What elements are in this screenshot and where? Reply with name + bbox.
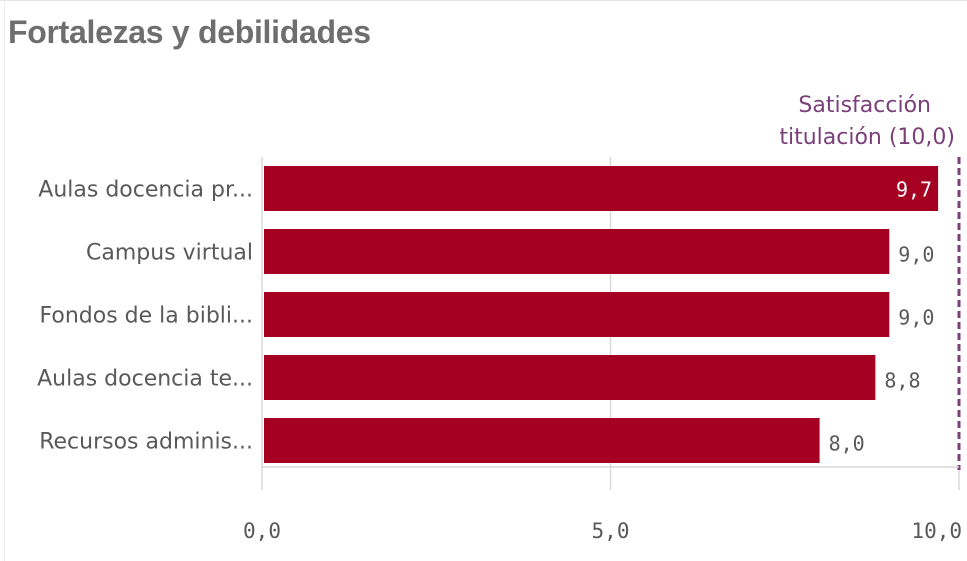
category-label: Campus virtual	[86, 241, 253, 266]
x-tick-label: 10,0	[911, 519, 962, 543]
labels: Aulas docencia pr... 9,7 Campus virtual 9,0…	[37, 178, 934, 456]
data-label: 9,0	[898, 306, 934, 330]
bar	[264, 166, 939, 211]
reference-line-label: Satisfacción	[798, 93, 931, 118]
data-label: 9,7	[896, 178, 932, 202]
data-label: 9,0	[898, 243, 934, 267]
data-label: 8,0	[829, 432, 865, 456]
data-label: 8,8	[884, 369, 920, 393]
chart-title: Fortalezas y debilidades	[8, 14, 371, 50]
category-label: Recursos adminis...	[39, 430, 253, 455]
bar	[264, 355, 876, 400]
bars	[264, 166, 939, 463]
bar	[264, 418, 820, 463]
x-tick-label: 0,0	[243, 519, 281, 543]
bar	[264, 229, 890, 274]
reference-line-group: Satisfacción titulación (10,0)	[779, 93, 961, 470]
x-axis: 0,0 5,0 10,0	[243, 466, 962, 543]
panel-border-left	[4, 0, 5, 561]
x-tick-label: 5,0	[592, 519, 630, 543]
category-label: Fondos de la bibli...	[40, 304, 253, 329]
bar	[264, 292, 890, 337]
panel-border-top	[0, 0, 967, 1]
reference-line-label: titulación (10,0)	[779, 125, 955, 150]
category-label: Aulas docencia te...	[37, 367, 253, 392]
category-label: Aulas docencia pr...	[38, 178, 253, 203]
